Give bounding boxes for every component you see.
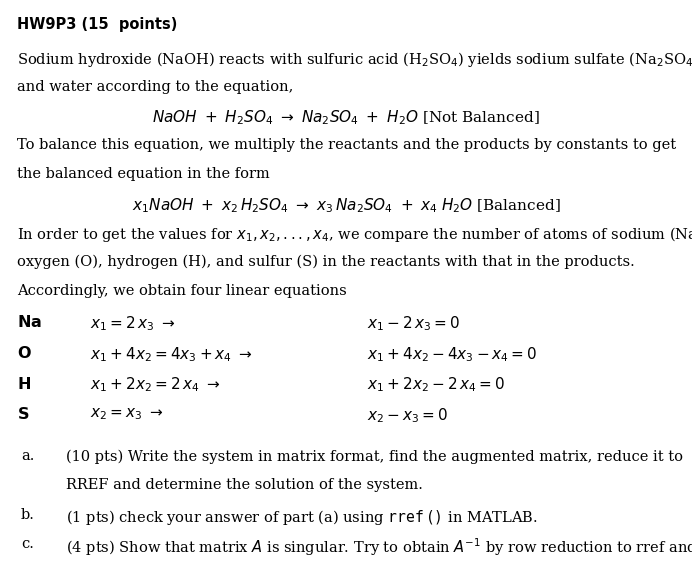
Text: oxygen (O), hydrogen (H), and sulfur (S) in the reactants with that in the produ: oxygen (O), hydrogen (H), and sulfur (S)… [17, 255, 635, 269]
Text: $x_1 + 2x_2 = 2\,x_4\ \rightarrow$: $x_1 + 2x_2 = 2\,x_4\ \rightarrow$ [90, 376, 221, 394]
Text: $\mathbf{S}$: $\mathbf{S}$ [17, 406, 30, 424]
Text: $x_1 + 4x_2 = 4x_3 + x_4\ \rightarrow$: $x_1 + 4x_2 = 4x_3 + x_4\ \rightarrow$ [90, 345, 253, 364]
Text: To balance this equation, we multiply the reactants and the products by constant: To balance this equation, we multiply th… [17, 138, 676, 152]
Text: $x_1 NaOH\ +\ x_2\,H_2SO_4\ \rightarrow\ x_3\,Na_2SO_4\ +\ x_4\;H_2O$ [Balanced]: $x_1 NaOH\ +\ x_2\,H_2SO_4\ \rightarrow\… [131, 196, 561, 215]
Text: $\mathbf{H}$: $\mathbf{H}$ [17, 376, 31, 393]
Text: $x_1 + 4x_2 - 4x_3 - x_4 = 0$: $x_1 + 4x_2 - 4x_3 - x_4 = 0$ [367, 345, 537, 364]
Text: $x_1 - 2\,x_3 = 0$: $x_1 - 2\,x_3 = 0$ [367, 314, 460, 333]
Text: $x_1 + 2x_2 - 2\,x_4 = 0$: $x_1 + 2x_2 - 2\,x_4 = 0$ [367, 376, 504, 394]
Text: (1 pts) check your answer of part (a) using $\mathtt{rref\,()}$ in MATLAB.: (1 pts) check your answer of part (a) us… [66, 508, 538, 527]
Text: Sodium hydroxide (NaOH) reacts with sulfuric acid (H$_2$SO$_4$) yields sodium su: Sodium hydroxide (NaOH) reacts with sulf… [17, 50, 692, 70]
Text: RREF and determine the solution of the system.: RREF and determine the solution of the s… [66, 479, 423, 493]
Text: $\mathbf{Na}$: $\mathbf{Na}$ [17, 314, 42, 332]
Text: (4 pts) Show that matrix $A$ is singular. Try to obtain $A^{-1}$ by row reductio: (4 pts) Show that matrix $A$ is singular… [66, 537, 692, 558]
Text: the balanced equation in the form: the balanced equation in the form [17, 167, 270, 181]
Text: b.: b. [21, 508, 35, 522]
Text: Accordingly, we obtain four linear equations: Accordingly, we obtain four linear equat… [17, 284, 347, 298]
Text: (10 pts) Write the system in matrix format, find the augmented matrix, reduce it: (10 pts) Write the system in matrix form… [66, 449, 683, 463]
Text: c.: c. [21, 537, 34, 551]
Text: $x_2 - x_3 = 0$: $x_2 - x_3 = 0$ [367, 406, 448, 425]
Text: In order to get the values for $x_1, x_2, ..., x_4$, we compare the number of at: In order to get the values for $x_1, x_2… [17, 226, 692, 245]
Text: HW9P3 (15  points): HW9P3 (15 points) [17, 17, 178, 32]
Text: $x_1 = 2\,x_3\ \rightarrow$: $x_1 = 2\,x_3\ \rightarrow$ [90, 314, 176, 333]
Text: $x_2 = x_3\ \rightarrow$: $x_2 = x_3\ \rightarrow$ [90, 406, 163, 422]
Text: $NaOH\ +\ H_2SO_4\ \rightarrow\ Na_2SO_4\ +\ H_2O$ [Not Balanced]: $NaOH\ +\ H_2SO_4\ \rightarrow\ Na_2SO_4… [152, 109, 540, 127]
Text: a.: a. [21, 449, 34, 463]
Text: and water according to the equation,: and water according to the equation, [17, 80, 293, 94]
Text: $\mathbf{O}$: $\mathbf{O}$ [17, 345, 32, 362]
